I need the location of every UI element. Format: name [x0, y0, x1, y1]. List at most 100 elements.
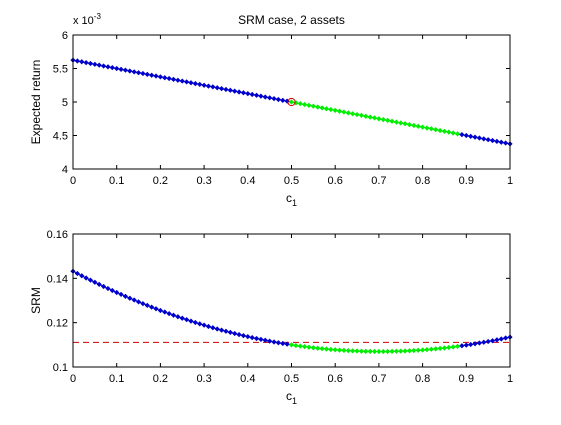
data-point-highlight: [454, 131, 461, 137]
data-point: [267, 95, 273, 101]
x-tick-label: 0.3: [196, 175, 211, 187]
data-point: [149, 304, 155, 310]
data-point-highlight: [336, 108, 343, 114]
y-tick-label: 0.1: [53, 362, 68, 374]
data-point-highlight: [415, 347, 421, 353]
data-point-highlight: [328, 346, 334, 353]
data-point: [459, 343, 465, 349]
data-point-highlight: [306, 344, 312, 350]
y-tick-label: 4: [62, 164, 68, 176]
data-point: [192, 319, 198, 326]
data-point-highlight: [363, 113, 369, 119]
data-point: [227, 87, 233, 93]
data-point: [503, 335, 509, 341]
data-point: [472, 134, 478, 140]
data-point: [218, 85, 225, 92]
data-point: [258, 93, 264, 99]
data-point: [240, 332, 247, 339]
data-point-highlight: [437, 345, 443, 352]
data-point: [127, 295, 133, 301]
data-point: [476, 135, 483, 141]
data-point-highlight: [402, 121, 408, 127]
data-point: [162, 75, 168, 81]
data-point: [188, 80, 194, 86]
data-point-highlight: [389, 348, 395, 354]
data-point: [201, 82, 207, 88]
data-point: [79, 273, 85, 279]
data-point: [481, 339, 487, 345]
y-tick-label: 0.12: [47, 318, 68, 330]
data-point-highlight: [310, 103, 316, 109]
data-point: [485, 338, 491, 345]
data-point-highlight: [306, 102, 312, 108]
data-point: [127, 68, 133, 74]
data-point-highlight: [411, 347, 417, 354]
data-point: [144, 302, 150, 309]
x-axis-label: c1: [286, 191, 297, 208]
data-point: [494, 138, 500, 144]
data-point: [284, 341, 290, 347]
data-point: [205, 323, 212, 330]
data-point: [472, 341, 478, 347]
data-point-highlight: [323, 346, 330, 352]
data-point-highlight: [371, 115, 378, 121]
data-point-highlight: [288, 342, 295, 348]
data-point: [109, 65, 115, 71]
data-point: [258, 336, 264, 343]
y-tick-label: 6: [62, 30, 68, 42]
data-point: [245, 91, 251, 97]
data-point: [498, 139, 504, 145]
data-point: [100, 63, 107, 69]
data-point-highlight: [376, 116, 382, 122]
data-point-highlight: [380, 116, 386, 123]
data-point: [463, 342, 469, 348]
data-point: [166, 311, 172, 317]
data-point-highlight: [398, 120, 404, 126]
x-tick-label: 0.1: [109, 175, 124, 187]
data-point: [122, 67, 129, 73]
data-point: [240, 90, 247, 96]
data-point: [114, 65, 120, 72]
data-point-highlight: [393, 348, 400, 354]
data-point: [166, 75, 172, 82]
data-point: [267, 338, 273, 344]
data-point: [179, 78, 185, 84]
y-tick-label: 0.16: [47, 229, 68, 241]
data-point: [232, 88, 238, 94]
data-point-highlight: [385, 348, 391, 355]
chart-title: SRM case, 2 assets: [238, 13, 345, 27]
data-point-highlight: [358, 112, 365, 119]
data-point: [157, 74, 164, 80]
data-point: [280, 340, 286, 347]
x-tick-label: 0.4: [240, 175, 255, 187]
data-point: [249, 91, 255, 98]
data-point: [214, 85, 220, 91]
data-point: [489, 137, 496, 144]
data-point-highlight: [358, 348, 365, 354]
data-point-highlight: [441, 345, 448, 351]
data-point: [118, 66, 124, 72]
data-point: [275, 340, 282, 346]
y-multiplier-label: x 10-3: [73, 12, 101, 27]
data-point: [157, 307, 164, 314]
data-point: [197, 81, 203, 88]
data-point: [227, 329, 233, 336]
data-point: [271, 339, 277, 345]
data-point: [481, 136, 487, 142]
data-point: [162, 309, 168, 315]
y-tick-label: 5: [62, 97, 68, 109]
data-point-highlight: [301, 344, 308, 350]
data-point-highlight: [315, 345, 321, 351]
x-tick-label: 0.5: [284, 373, 299, 385]
data-point: [489, 338, 496, 344]
data-point-highlight: [441, 128, 448, 134]
x-tick-label: 0.2: [153, 373, 168, 385]
data-point-highlight: [310, 345, 316, 351]
x-tick-label: 1: [507, 373, 513, 385]
data-point-highlight: [437, 127, 443, 134]
y-axis-label: SRM: [29, 287, 43, 314]
data-point: [468, 133, 474, 139]
data-point-highlight: [424, 346, 430, 353]
data-point: [468, 341, 474, 348]
